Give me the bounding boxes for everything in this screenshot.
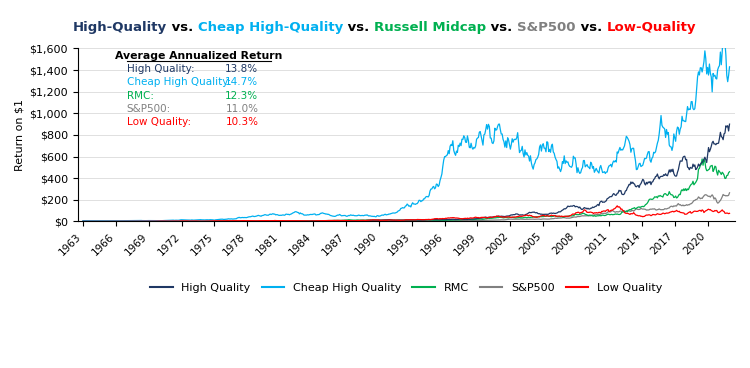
Text: High Quality:: High Quality: xyxy=(127,64,194,74)
Text: Cheap High-Quality: Cheap High-Quality xyxy=(198,21,343,34)
Text: S&P500:: S&P500: xyxy=(127,104,171,114)
Text: 14.7%: 14.7% xyxy=(225,77,258,87)
Text: Low-Quality: Low-Quality xyxy=(606,21,696,34)
Text: Cheap High Quality:: Cheap High Quality: xyxy=(127,77,231,87)
Text: 13.8%: 13.8% xyxy=(225,64,258,74)
Legend: High Quality, Cheap High Quality, RMC, S&P500, Low Quality: High Quality, Cheap High Quality, RMC, S… xyxy=(146,279,667,298)
Text: 11.0%: 11.0% xyxy=(225,104,258,114)
Text: 12.3%: 12.3% xyxy=(225,91,258,101)
Text: vs.: vs. xyxy=(575,21,606,34)
Text: vs.: vs. xyxy=(343,21,374,34)
Text: vs.: vs. xyxy=(486,21,517,34)
Text: High-Quality: High-Quality xyxy=(73,21,167,34)
Text: Average Annualized Return: Average Annualized Return xyxy=(116,51,283,61)
Y-axis label: Return on $1: Return on $1 xyxy=(15,99,25,171)
Text: Low Quality:: Low Quality: xyxy=(127,117,191,127)
Text: Russell Midcap: Russell Midcap xyxy=(374,21,486,34)
Text: vs.: vs. xyxy=(167,21,198,34)
Text: S&P500: S&P500 xyxy=(517,21,575,34)
Text: 10.3%: 10.3% xyxy=(225,117,258,127)
Text: RMC:: RMC: xyxy=(127,91,154,101)
